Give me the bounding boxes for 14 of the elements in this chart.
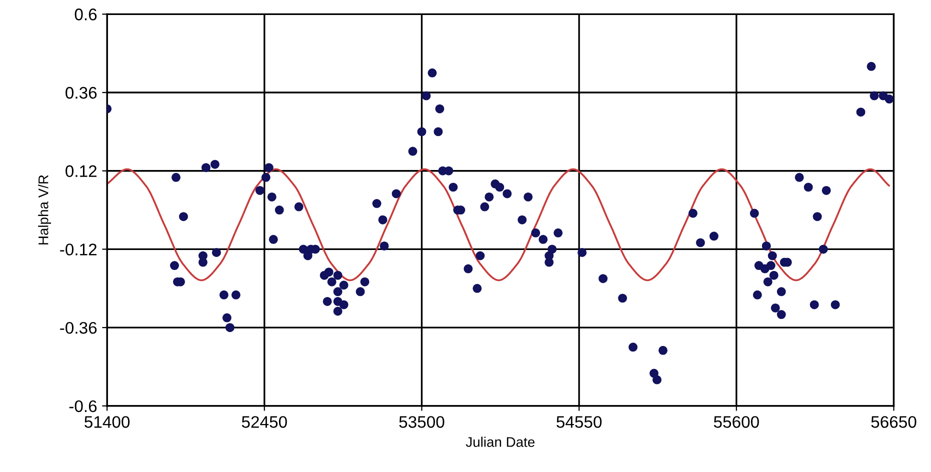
y-tick-label: -0.36 xyxy=(60,322,97,334)
x-axis-title: Julian Date xyxy=(466,436,535,447)
y-tick-label: 0.6 xyxy=(74,8,97,20)
x-tick-label: 51400 xyxy=(84,416,130,428)
x-tick-label: 52450 xyxy=(242,416,287,428)
y-tick-label: -0.12 xyxy=(60,244,97,256)
y-tick-label: -0.6 xyxy=(69,400,97,412)
y-axis-title: Halpha V/R xyxy=(38,175,52,244)
x-tick-label: 56650 xyxy=(871,416,916,428)
x-tick-label: 54550 xyxy=(556,416,602,428)
y-tick-label: 0.12 xyxy=(66,165,97,178)
x-tick-label: 55600 xyxy=(714,416,759,428)
x-tick-label: 53500 xyxy=(399,416,444,428)
y-tick-label: 0.36 xyxy=(66,86,97,99)
